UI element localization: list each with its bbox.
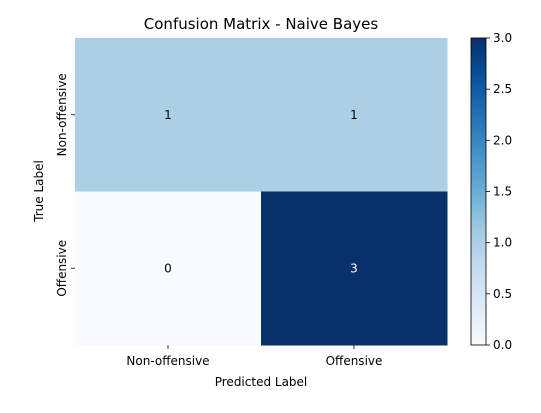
chart-title: Confusion Matrix - Naive Bayes	[144, 15, 379, 33]
cell-annotation: 1	[164, 108, 172, 122]
colorbar-tick-label: 0.0	[493, 338, 512, 352]
heatmap-cell	[75, 38, 262, 192]
x-axis-label: Predicted Label	[215, 375, 308, 389]
x-tick-label: Offensive	[326, 354, 383, 368]
colorbar: 0.0 0.5 1.0 1.5 2.0 2.5 3.0	[470, 31, 512, 352]
cell-annotations: 1 1 0 3	[164, 108, 358, 276]
x-axis: Non-offensive Offensive	[126, 345, 382, 368]
y-axis-label: True Label	[32, 160, 46, 223]
heatmap-cells	[75, 38, 448, 346]
cell-annotation: 0	[164, 261, 172, 275]
cell-annotation: 1	[350, 108, 358, 122]
y-tick-label: Non-offensive	[55, 73, 69, 156]
heatmap-cell	[75, 191, 262, 346]
colorbar-tick-label: 2.0	[493, 133, 512, 147]
colorbar-tick-label: 3.0	[493, 31, 512, 45]
cell-annotation: 3	[350, 261, 358, 275]
colorbar-tick-label: 0.5	[493, 287, 512, 301]
colorbar-gradient	[471, 38, 486, 345]
y-axis: Non-offensive Offensive	[55, 73, 75, 297]
colorbar-tick-label: 2.5	[493, 82, 512, 96]
x-tick-label: Non-offensive	[126, 354, 209, 368]
heatmap-cell	[261, 191, 448, 346]
heatmap-cell	[261, 38, 448, 192]
colorbar-tick-label: 1.5	[493, 185, 512, 199]
colorbar-tick-label: 1.0	[493, 236, 512, 250]
y-tick-label: Offensive	[55, 240, 69, 297]
